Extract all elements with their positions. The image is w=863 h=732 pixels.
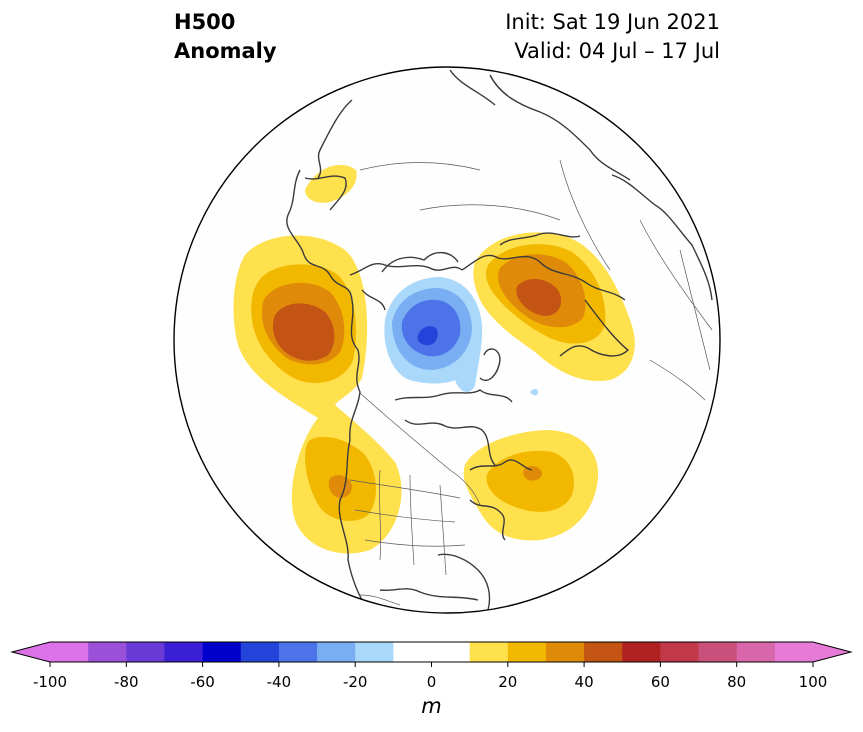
colorbar-tick-label: -40 <box>267 673 292 691</box>
anomaly-arctic-trough <box>384 277 538 396</box>
valid-range-label: Valid: 04 Jul – 17 Jul <box>514 39 720 63</box>
colorbar-over-arrow <box>813 642 851 662</box>
anomaly-labrador <box>463 430 599 541</box>
colorbar-tick-label: -20 <box>343 673 368 691</box>
colorbar-unit-label: m <box>421 694 442 718</box>
colorbar-cell <box>393 642 471 662</box>
colorbar-tick-label: 40 <box>575 673 594 691</box>
colorbar-cell <box>507 642 547 662</box>
colorbar-cell <box>736 642 776 662</box>
colorbar-cell <box>355 642 394 662</box>
coastlines <box>286 69 713 613</box>
colorbar-cell <box>584 642 623 662</box>
colorbar-tick-label: -100 <box>33 673 67 691</box>
political-borders <box>349 159 713 606</box>
colorbar-under-arrow <box>12 642 50 662</box>
colorbar-cell <box>202 642 242 662</box>
colorbar-cell <box>240 642 280 662</box>
colorbar-tick-label: -80 <box>114 673 139 691</box>
colorbar-cells <box>10 641 853 663</box>
polar-stereographic-map <box>173 66 721 614</box>
anomaly-label: Anomaly <box>174 39 277 63</box>
anomaly-ne-pacific <box>233 235 402 554</box>
colorbar-cell <box>545 642 585 662</box>
map-globe <box>174 67 720 613</box>
colorbar-tick-label: 20 <box>498 673 517 691</box>
colorbar-cell <box>164 642 204 662</box>
variable-label: H500 <box>174 10 236 34</box>
colorbar-tick-label: -60 <box>190 673 215 691</box>
colorbar-tick-label: 60 <box>651 673 670 691</box>
colorbar-cell <box>774 642 814 662</box>
colorbar-cell <box>660 642 700 662</box>
colorbar: -100 -80 -60 -40 -20 0 20 40 60 80 100 <box>10 641 853 691</box>
init-date-label: Init: Sat 19 Jun 2021 <box>505 10 720 34</box>
map-title-right: Init: Sat 19 Jun 2021 Valid: 04 Jul – 17… <box>505 8 720 66</box>
colorbar-cell <box>622 642 661 662</box>
colorbar-cell <box>50 642 89 662</box>
colorbar-ticks: -100 -80 -60 -40 -20 0 20 40 60 80 100 <box>33 662 827 691</box>
colorbar-tick-label: 0 <box>427 673 437 691</box>
colorbar-cell <box>469 642 509 662</box>
colorbar-cell <box>698 642 738 662</box>
map-title-left: H500 Anomaly <box>174 8 277 66</box>
colorbar-cell <box>126 642 165 662</box>
map-boundary-circle <box>173 66 721 614</box>
colorbar-cell <box>278 642 318 662</box>
colorbar-cell <box>317 642 356 662</box>
colorbar-cell <box>88 642 127 662</box>
colorbar-tick-label: 100 <box>799 673 828 691</box>
colorbar-tick-label: 80 <box>727 673 746 691</box>
anomaly-siberia <box>473 232 635 381</box>
